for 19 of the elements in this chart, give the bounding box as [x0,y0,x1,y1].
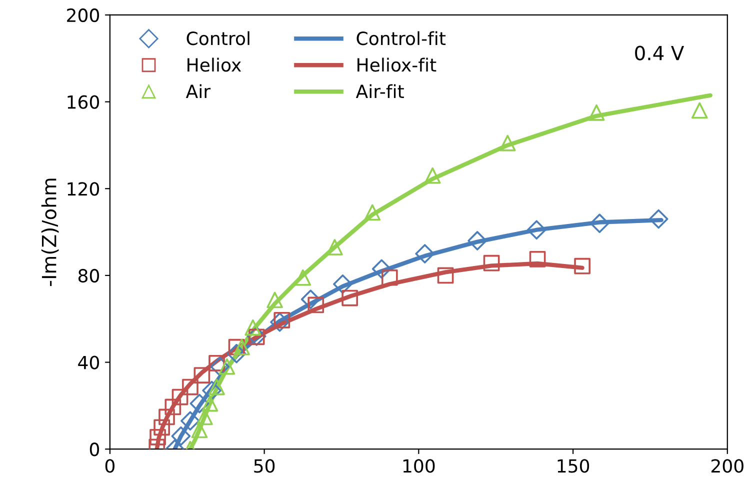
y-tick-label: 0 [90,442,100,456]
legend-label: Control [186,31,250,46]
y-axis-title: -Im(Z)/ohm [41,178,59,286]
x-tick-label: 200 [711,459,744,473]
legend-label: Air-fit [356,84,404,98]
annotation: 0.4 V [635,46,684,60]
y-tick-label: 200 [67,8,100,22]
legend-label: Heliox [188,58,242,72]
legend-label: Heliox-fit [358,58,436,72]
x-tick-label: 150 [558,459,590,473]
legend-label: Control-fit [356,31,446,46]
y-tick-label: 80 [78,268,100,283]
y-tick-label: 40 [78,356,100,370]
legend-label: Air [186,84,211,98]
x-tick-label: 100 [403,459,435,473]
x-tick-label: 50 [254,459,275,473]
y-tick-label: 120 [68,182,100,196]
y-tick-label: 160 [68,95,100,109]
x-tick-label: 0 [105,459,114,473]
